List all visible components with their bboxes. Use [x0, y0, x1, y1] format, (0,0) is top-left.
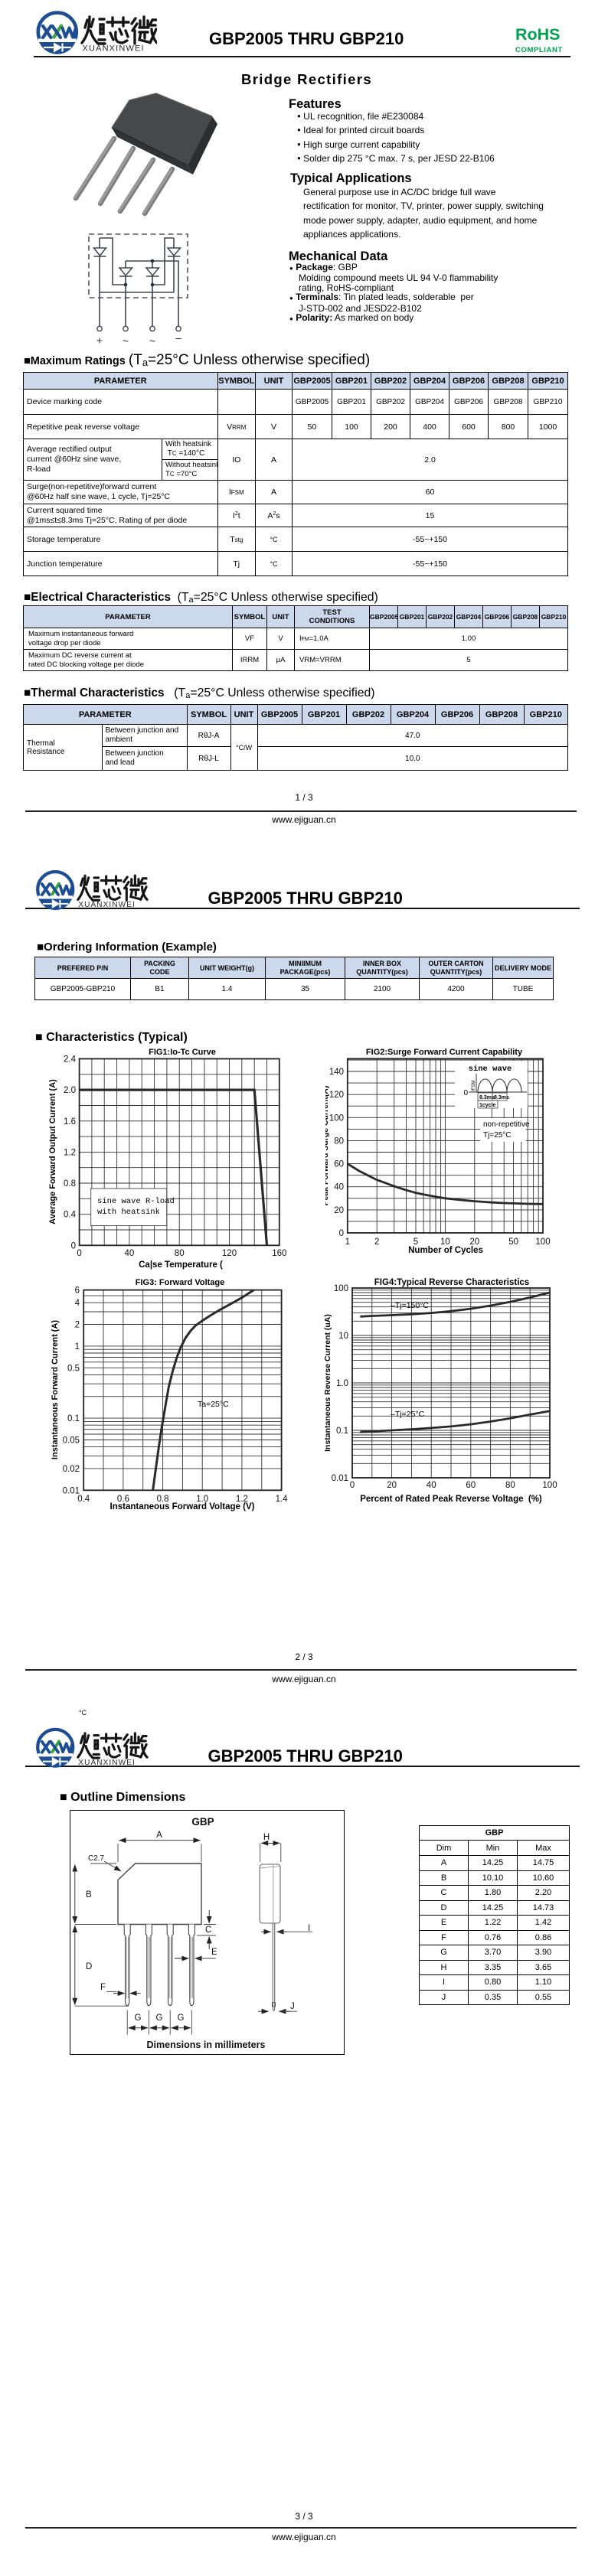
svg-text:1.2: 1.2	[64, 1148, 76, 1157]
svg-text:100: 100	[334, 1284, 348, 1293]
svg-text:100: 100	[542, 1481, 557, 1490]
svg-text:G: G	[178, 2014, 185, 2023]
svg-text:0.02: 0.02	[63, 1465, 80, 1474]
svg-text:FIG3: Forward Voltage: FIG3: Forward Voltage	[136, 1278, 225, 1287]
svg-text:2: 2	[75, 1321, 80, 1330]
svg-text:0.8: 0.8	[157, 1495, 169, 1504]
svg-text:FIG2:Surge Forward Current Cap: FIG2:Surge Forward Current Capability	[366, 1048, 523, 1057]
svg-text:80: 80	[505, 1481, 515, 1490]
svg-text:60: 60	[334, 1160, 344, 1169]
svg-text:2.0: 2.0	[64, 1086, 76, 1095]
svg-text:E: E	[211, 1948, 217, 1957]
svg-text:I: I	[308, 1924, 310, 1933]
svg-text:H: H	[263, 1833, 270, 1842]
svg-text:1cycle: 1cycle	[479, 1103, 496, 1108]
svg-text:G: G	[135, 2014, 142, 2023]
svg-text:~: ~	[123, 335, 129, 347]
svg-text:120: 120	[222, 1249, 237, 1258]
svg-text:5: 5	[414, 1237, 418, 1247]
svg-text:6: 6	[75, 1286, 80, 1296]
svg-text:sine wave: sine wave	[469, 1065, 512, 1074]
svg-text:FIG1:Io-Tc Curve: FIG1:Io-Tc Curve	[149, 1048, 216, 1057]
svg-text:140: 140	[329, 1068, 344, 1077]
svg-text:GBP: GBP	[191, 1816, 214, 1828]
svg-text:Instantaneous Forward Voltage: Instantaneous Forward Voltage (V)	[110, 1502, 255, 1511]
svg-text:60: 60	[466, 1481, 476, 1490]
svg-text:Instantaneous Forward Current: Instantaneous Forward Current (A)	[51, 1320, 60, 1459]
svg-text:10: 10	[338, 1332, 348, 1341]
svg-text:0: 0	[339, 1229, 344, 1238]
svg-text:80: 80	[175, 1249, 185, 1258]
svg-text:0: 0	[77, 1249, 81, 1258]
svg-text:40: 40	[125, 1249, 135, 1258]
svg-text:+: +	[96, 334, 103, 347]
svg-text:2.4: 2.4	[64, 1055, 77, 1065]
svg-text:B: B	[86, 1890, 92, 1899]
svg-text:FIG4:Typical Reverse Character: FIG4:Typical Reverse Characteristics	[374, 1278, 529, 1287]
svg-text:Dimensions in millimeters: Dimensions in millimeters	[147, 2040, 266, 2050]
svg-text:1: 1	[345, 1237, 350, 1247]
svg-text:Number of Cycles: Number of Cycles	[408, 1246, 483, 1255]
svg-text:0.4: 0.4	[64, 1211, 77, 1220]
svg-text:Instantaneous Reverse Current: Instantaneous Reverse Current (uA)	[323, 1314, 332, 1452]
svg-text:20: 20	[469, 1237, 479, 1247]
svg-text:120: 120	[329, 1091, 344, 1100]
svg-text:Peak Forward Surge Current(A): Peak Forward Surge Current(A)	[325, 1086, 330, 1206]
svg-text:0.1: 0.1	[67, 1414, 80, 1423]
svg-text:D: D	[86, 1962, 92, 1971]
svg-text:Average Forward Output Current: Average Forward Output Current (A)	[48, 1079, 57, 1224]
svg-text:4: 4	[75, 1299, 80, 1308]
svg-text:0.1: 0.1	[336, 1427, 348, 1436]
svg-text:1.4: 1.4	[276, 1495, 289, 1504]
svg-text:A: A	[156, 1831, 162, 1840]
svg-text:0: 0	[350, 1481, 355, 1490]
svg-text:C: C	[205, 1925, 211, 1935]
svg-text:100: 100	[535, 1237, 550, 1247]
svg-text:1.2: 1.2	[236, 1495, 248, 1504]
svg-text:50: 50	[508, 1237, 518, 1247]
svg-text:Tj=25°C: Tj=25°C	[483, 1131, 512, 1140]
svg-text:40: 40	[427, 1481, 436, 1490]
svg-text:with heatsink: with heatsink	[97, 1208, 160, 1217]
svg-text:0.05: 0.05	[63, 1436, 80, 1446]
svg-text:2: 2	[374, 1237, 379, 1247]
svg-text:80: 80	[334, 1136, 344, 1146]
svg-text:1.6: 1.6	[64, 1117, 76, 1127]
svg-text:8.3ms: 8.3ms	[494, 1095, 509, 1101]
svg-text:8.3ms: 8.3ms	[479, 1095, 495, 1101]
svg-text:0.01: 0.01	[332, 1474, 348, 1483]
svg-text:1: 1	[75, 1342, 80, 1352]
svg-text:sine wave R-load: sine wave R-load	[97, 1197, 175, 1206]
svg-text:G: G	[156, 2014, 163, 2023]
svg-text:–Tj=150°C: –Tj=150°C	[391, 1301, 429, 1310]
svg-text:10: 10	[440, 1237, 450, 1247]
svg-text:0.4: 0.4	[77, 1495, 90, 1504]
svg-text:~: ~	[149, 335, 155, 347]
svg-text:1.0: 1.0	[196, 1495, 208, 1504]
svg-text:Ta=25°C: Ta=25°C	[198, 1400, 229, 1409]
svg-text:0.8: 0.8	[64, 1179, 76, 1189]
svg-text:J: J	[290, 2002, 295, 2011]
svg-text:C2.7: C2.7	[88, 1854, 105, 1863]
svg-text:non-repetitive: non-repetitive	[483, 1120, 530, 1129]
svg-text:−: −	[175, 333, 182, 346]
svg-text:20: 20	[387, 1481, 397, 1490]
svg-text:F: F	[100, 1983, 106, 1992]
svg-text:0.01: 0.01	[63, 1486, 80, 1495]
svg-text:0.5: 0.5	[67, 1364, 80, 1373]
svg-text:0: 0	[463, 1089, 468, 1097]
svg-text:0: 0	[71, 1241, 76, 1251]
svg-text:IFSM: IFSM	[472, 1081, 476, 1091]
svg-text:Ca|se Temperature (: Ca|se Temperature (	[139, 1260, 223, 1270]
svg-text:Percent of Rated Peak Reverse: Percent of Rated Peak Reverse Voltage (%…	[360, 1495, 542, 1504]
svg-text:20: 20	[334, 1206, 344, 1215]
svg-text:–Tj=25°C: –Tj=25°C	[391, 1410, 425, 1419]
svg-text:40: 40	[334, 1183, 344, 1192]
svg-text:1.0: 1.0	[336, 1379, 348, 1388]
svg-text:0.6: 0.6	[117, 1495, 129, 1504]
svg-text:100: 100	[329, 1114, 344, 1123]
svg-text:160: 160	[272, 1249, 286, 1258]
